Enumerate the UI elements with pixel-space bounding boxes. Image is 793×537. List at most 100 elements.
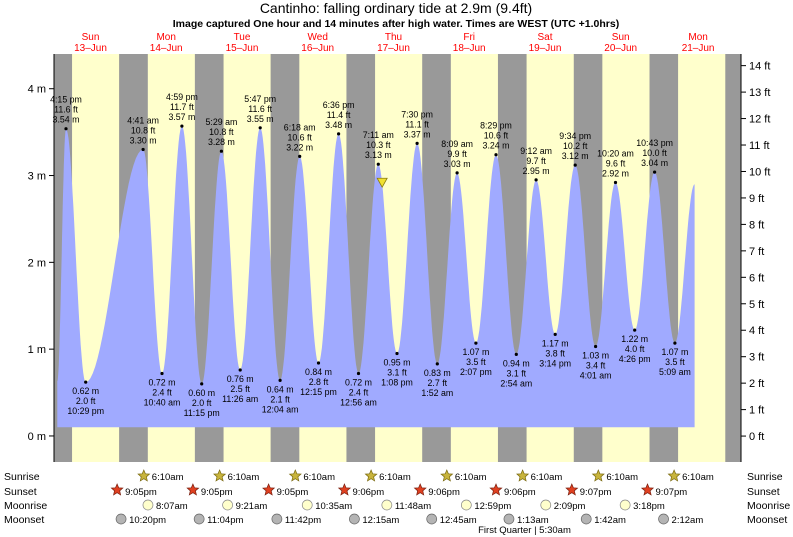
day-date: 17–Jun	[377, 43, 410, 54]
sunrise-time: 6:10am	[531, 472, 563, 483]
moonrise-icon	[460, 499, 472, 511]
moonset-time: 1:13am	[517, 515, 549, 526]
high-tide-label: 3.04 m	[641, 158, 668, 168]
high-tide-label: 9.7 ft	[526, 156, 546, 166]
sunset-time: 9:06pm	[352, 487, 384, 498]
high-tide-label: 3.12 m	[562, 151, 589, 161]
high-tide-label: 5:47 pm	[244, 94, 276, 104]
high-tide-label: 11.6 ft	[248, 104, 272, 114]
high-tide-label: 10.0 ft	[642, 148, 667, 158]
low-tide-label: 11:15 pm	[184, 408, 220, 418]
moonrise-icon	[222, 499, 233, 511]
sunset-icon	[640, 483, 655, 496]
moonset-icon	[193, 513, 205, 525]
right-tick-label: 5 ft	[749, 299, 764, 311]
high-tide-label: 3.48 m	[325, 120, 352, 130]
moonset-time: 11:04pm	[207, 515, 243, 526]
day-name: Wed	[308, 32, 328, 43]
low-tide-label: 3.1 ft	[387, 368, 407, 378]
low-tide-label: 2.8 ft	[309, 377, 329, 387]
high-tide-label: 11.7 ft	[170, 102, 194, 112]
high-tide-label: 9:34 pm	[559, 131, 591, 141]
moonrise-icon	[540, 499, 552, 511]
day-name: Thu	[385, 32, 402, 43]
low-tide-label: 2.5 ft	[230, 384, 250, 394]
sunset-time: 9:05pm	[277, 487, 309, 498]
high-tide-label: 9:12 am	[520, 146, 552, 156]
moonset-time: 1:42am	[594, 515, 626, 526]
high-tide-point	[455, 171, 459, 175]
moonset-icon	[503, 513, 515, 525]
low-tide-label: 2.4 ft	[349, 388, 369, 398]
sunrise-icon	[591, 469, 605, 482]
low-tide-label: 4:01 am	[580, 371, 612, 381]
moonset-time: 12:45am	[440, 515, 477, 526]
high-tide-point	[337, 132, 341, 136]
moonrise-time: 9:21am	[236, 501, 268, 512]
moonset-time: 12:15am	[362, 515, 399, 526]
low-tide-label: 3.1 ft	[507, 368, 527, 378]
low-tide-label: 11:26 am	[222, 394, 258, 404]
right-tick-label: 2 ft	[749, 378, 764, 390]
day-date: 14–Jun	[150, 43, 183, 54]
low-tide-point	[633, 328, 637, 332]
sunrise-icon	[213, 469, 227, 482]
sunset-time: 9:06pm	[428, 487, 460, 498]
low-tide-label: 2.0 ft	[76, 396, 96, 406]
day-date: 15–Jun	[226, 43, 259, 54]
low-tide-label: 12:15 pm	[300, 387, 337, 397]
high-tide-label: 11.6 ft	[54, 105, 78, 115]
sunrise-icon	[288, 469, 302, 482]
high-tide-point	[653, 170, 657, 174]
low-tide-point	[474, 341, 478, 345]
high-tide-label: 10.6 ft	[484, 131, 509, 141]
low-tide-label: 10:29 pm	[67, 406, 104, 416]
current-time-marker	[376, 177, 388, 189]
high-tide-label: 10.8 ft	[209, 127, 234, 137]
moonset-time: 10:20pm	[129, 515, 166, 526]
sunset-icon	[186, 483, 200, 496]
high-tide-label: 3.57 m	[168, 112, 195, 122]
low-tide-label: 12:04 am	[262, 404, 299, 414]
row-label-right: Sunrise	[747, 471, 783, 483]
day-date: 18–Jun	[453, 43, 486, 54]
low-tide-label: 3:14 pm	[539, 358, 571, 368]
high-tide-label: 7:30 pm	[401, 109, 433, 119]
high-tide-label: 11.4 ft	[327, 110, 351, 120]
high-tide-point	[376, 162, 380, 166]
moonrise-time: 8:07am	[156, 501, 188, 512]
low-tide-label: 10:40 am	[144, 398, 181, 408]
high-tide-point	[573, 163, 577, 167]
high-tide-point	[219, 149, 223, 153]
left-tick-label: 3 m	[28, 171, 46, 183]
sunset-time: 9:07pm	[656, 487, 688, 498]
right-tick-label: 0 ft	[749, 431, 764, 443]
low-tide-label: 1.03 m	[582, 351, 609, 361]
chart-title: Cantinho: falling ordinary tide at 2.9m …	[260, 0, 532, 16]
tide-curve	[57, 126, 695, 428]
moonset-icon	[658, 513, 669, 525]
low-tide-label: 1.07 m	[462, 347, 489, 357]
high-tide-label: 3.13 m	[365, 150, 392, 160]
low-tide-label: 4:26 pm	[619, 354, 651, 364]
low-tide-point	[356, 371, 361, 376]
moon-phase-label: First Quarter | 5:30am	[478, 525, 571, 536]
sunrise-icon	[364, 469, 378, 482]
high-tide-label: 8:29 pm	[480, 121, 512, 131]
high-tide-label: 8:09 am	[441, 139, 473, 149]
row-label-right: Moonset	[747, 514, 787, 526]
low-tide-label: 2.4 ft	[152, 388, 172, 398]
high-tide-point	[298, 154, 302, 158]
high-tide-label: 11.1 ft	[405, 119, 429, 129]
right-tick-label: 6 ft	[749, 272, 764, 284]
low-tide-label: 0.72 m	[149, 378, 176, 388]
day-date: 16–Jun	[301, 43, 334, 54]
high-tide-point	[613, 180, 618, 185]
day-name: Sat	[537, 32, 552, 43]
high-tide-label: 6:18 am	[284, 122, 316, 132]
sunrise-time: 6:10am	[303, 472, 335, 483]
sunset-time: 9:07pm	[580, 487, 612, 498]
high-tide-label: 3.22 m	[286, 142, 313, 152]
